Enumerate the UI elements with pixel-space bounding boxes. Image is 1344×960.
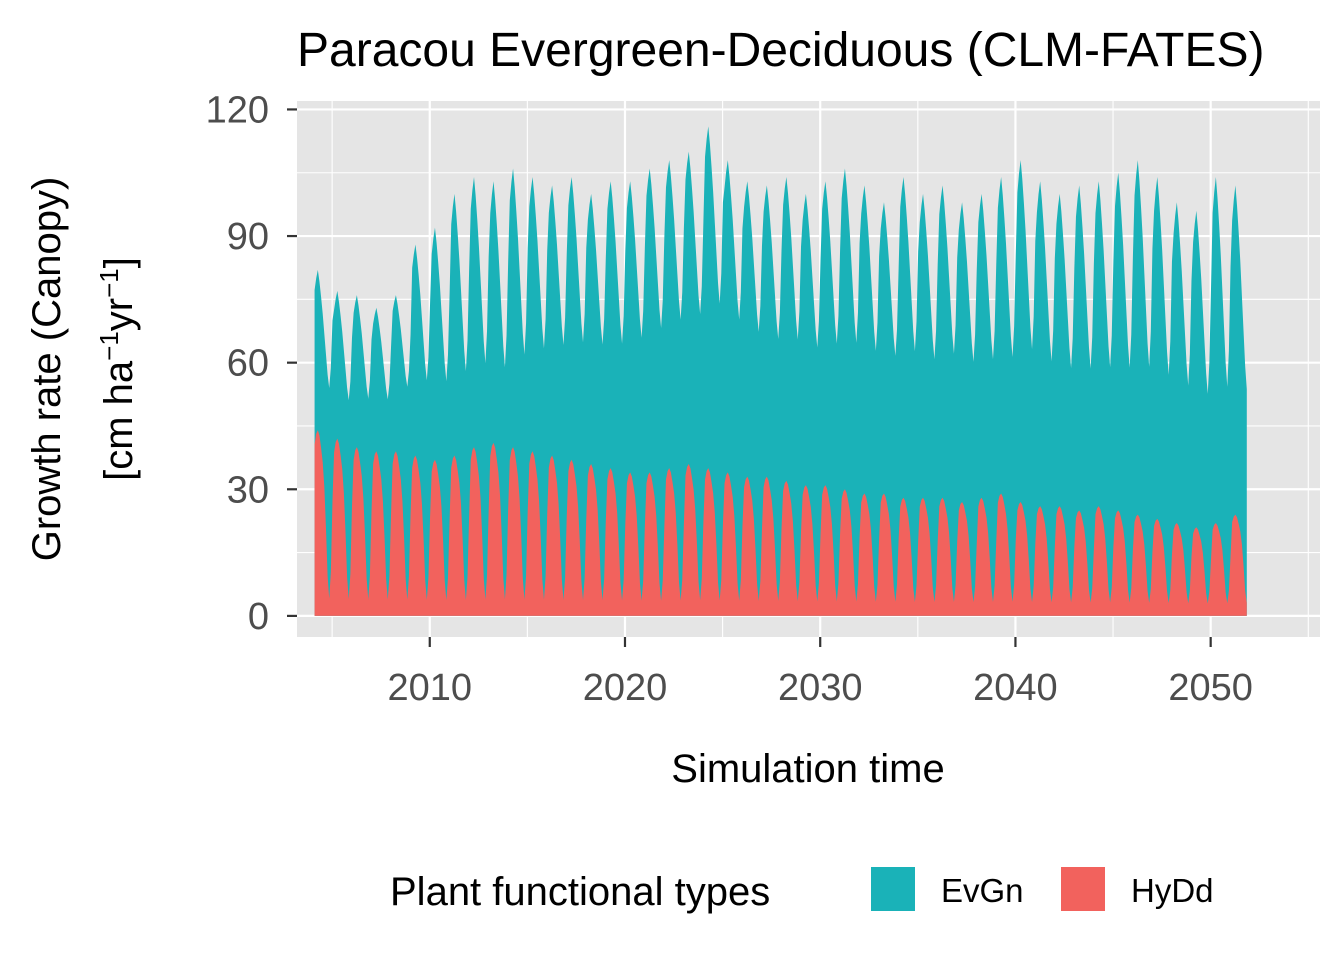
y-axis-title-line1: Growth rate (Canopy) (25, 177, 69, 562)
area-series (314, 126, 1247, 616)
chart-title: Paracou Evergreen-Deciduous (CLM-FATES) (297, 24, 1264, 77)
legend: Plant functional types EvGn HyDd (390, 867, 1214, 914)
y-tick-label: 30 (227, 469, 269, 511)
legend-key-evgn (871, 867, 915, 911)
y-axis-unit-sup2: −1 (94, 268, 124, 298)
x-tick-label: 2010 (387, 667, 472, 709)
series-hydd-area (314, 430, 1247, 616)
axes: 0 30 60 90 120 2010 2020 2030 2040 2050 (206, 89, 1253, 709)
legend-label-hydd: HyDd (1131, 872, 1214, 909)
y-tick-label: 0 (248, 596, 269, 638)
legend-key-hydd (1061, 867, 1105, 911)
legend-title: Plant functional types (390, 870, 770, 914)
y-axis-unit-pre: [cm ha (97, 360, 141, 481)
legend-label-evgn: EvGn (941, 872, 1024, 909)
y-axis-title-line2: [cm ha−1yr−1] (94, 257, 141, 481)
y-axis-unit-mid: yr (97, 298, 141, 331)
y-axis-unit-sup1: −1 (94, 331, 124, 361)
series-evgn-area (314, 126, 1247, 616)
y-axis-unit-post: ] (97, 257, 141, 268)
y-tick-label: 120 (206, 89, 269, 131)
x-tick-label: 2030 (778, 667, 863, 709)
y-tick-label: 60 (227, 343, 269, 385)
x-tick-label: 2020 (583, 667, 668, 709)
x-tick-label: 2050 (1168, 667, 1253, 709)
y-tick-label: 90 (227, 216, 269, 258)
x-axis-title: Simulation time (671, 747, 944, 791)
x-tick-label: 2040 (973, 667, 1058, 709)
